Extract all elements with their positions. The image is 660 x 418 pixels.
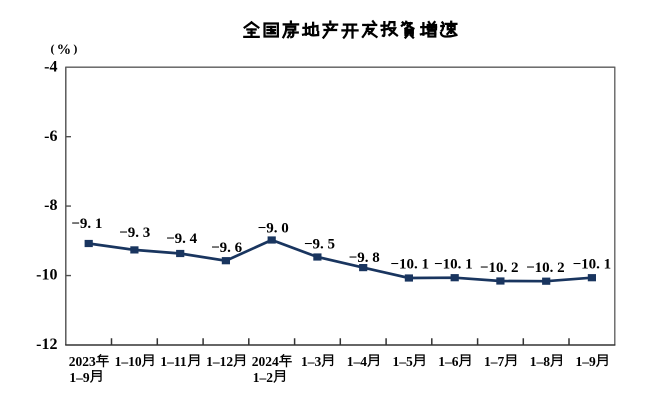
svg-text:1–8: 1–8 [530, 354, 551, 369]
svg-text:1–9: 1–9 [69, 370, 90, 385]
svg-text:−9. 8: −9. 8 [349, 250, 380, 266]
svg-text:1–3: 1–3 [301, 354, 322, 369]
svg-text:−9. 5: −9. 5 [304, 237, 335, 253]
svg-text:1–6: 1–6 [438, 354, 459, 369]
svg-text:1–5: 1–5 [393, 354, 414, 369]
svg-text:-6: -6 [44, 128, 57, 145]
svg-text:−10. 1: −10. 1 [434, 257, 473, 273]
svg-text:−9. 4: −9. 4 [166, 231, 198, 247]
svg-text:(%): (%) [50, 42, 79, 58]
svg-text:1–7: 1–7 [484, 354, 505, 369]
svg-text:2024: 2024 [252, 354, 279, 369]
svg-text:-8: -8 [44, 197, 57, 214]
svg-text:−9. 3: −9. 3 [119, 225, 150, 241]
svg-text:−10. 1: −10. 1 [573, 257, 612, 273]
svg-text:−10. 2: −10. 2 [480, 260, 519, 276]
svg-text:−9. 1: −9. 1 [71, 216, 102, 232]
svg-text:1–11: 1–11 [160, 354, 187, 369]
svg-text:−9. 6: −9. 6 [211, 240, 243, 256]
svg-text:−10. 1: −10. 1 [390, 257, 429, 273]
svg-text:1–10: 1–10 [115, 354, 142, 369]
svg-text:1–9: 1–9 [576, 354, 597, 369]
svg-text:-4: -4 [44, 58, 57, 75]
svg-text:2023: 2023 [69, 354, 96, 369]
svg-text:-12: -12 [36, 336, 57, 353]
svg-text:−10. 2: −10. 2 [526, 260, 565, 276]
svg-text:1–12: 1–12 [206, 354, 233, 369]
svg-text:1–4: 1–4 [347, 354, 368, 369]
svg-text:1–2: 1–2 [253, 370, 273, 385]
svg-text:-10: -10 [36, 267, 57, 284]
svg-text:−9. 0: −9. 0 [258, 220, 289, 236]
